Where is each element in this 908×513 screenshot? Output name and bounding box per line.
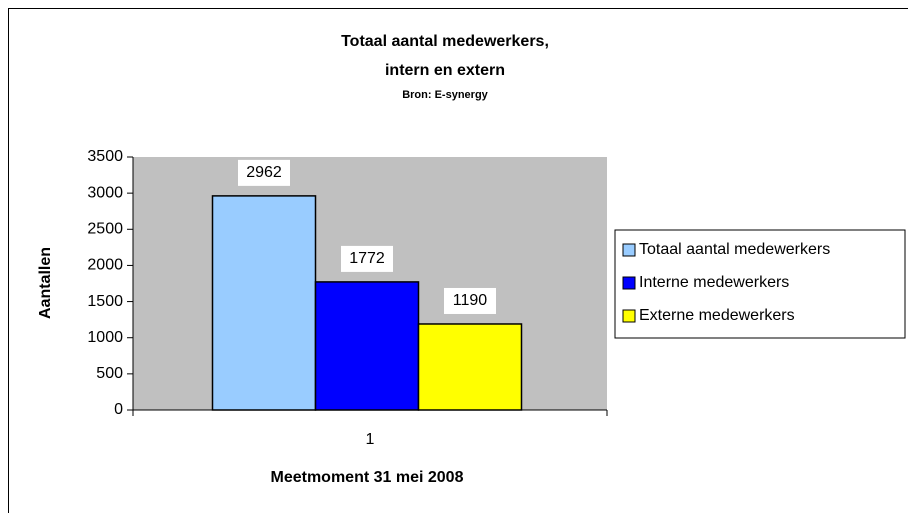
chart-subtitle: Bron: E-synergy [402,89,488,101]
y-tick-label: 3500 [87,148,123,165]
bar [417,323,523,411]
y-tick-label: 1500 [87,293,123,310]
bar [314,281,420,411]
y-tick-label: 0 [114,401,123,418]
legend-label: Externe medewerkers [639,307,795,324]
legend-swatch [622,243,636,257]
data-label: 2962 [246,164,282,181]
data-label: 1772 [349,250,385,267]
y-tick-label: 3000 [87,184,123,201]
data-label: 1190 [453,292,488,309]
y-tick-label: 2000 [87,257,123,274]
legend-swatch [622,309,636,323]
x-tick-label: 1 [366,431,375,448]
legend-swatch [622,276,636,290]
data-label-box [444,287,496,314]
data-label-box [238,159,290,186]
y-tick-label: 500 [96,365,123,382]
legend [614,229,906,339]
bar [211,195,317,411]
chart-title: intern en extern [385,62,505,79]
y-tick-label: 1000 [87,329,123,346]
y-axis-label: Aantallen [37,247,54,319]
chart-title: Totaal aantal medewerkers, [341,33,549,50]
data-label-box [341,245,393,272]
legend-label: Totaal aantal medewerkers [639,241,830,258]
legend-label: Interne medewerkers [639,274,789,291]
x-axis-label: Meetmoment 31 mei 2008 [271,469,464,486]
y-tick-label: 2500 [87,221,123,238]
